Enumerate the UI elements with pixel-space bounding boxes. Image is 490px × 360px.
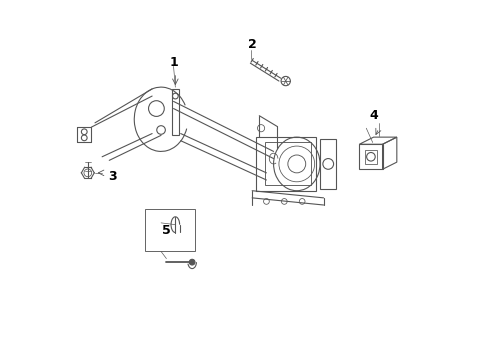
Circle shape — [189, 259, 195, 265]
Text: 4: 4 — [369, 109, 378, 122]
Text: 3: 3 — [108, 170, 117, 183]
Text: 2: 2 — [248, 38, 257, 51]
Text: 5: 5 — [162, 224, 171, 237]
Text: 1: 1 — [169, 55, 178, 69]
